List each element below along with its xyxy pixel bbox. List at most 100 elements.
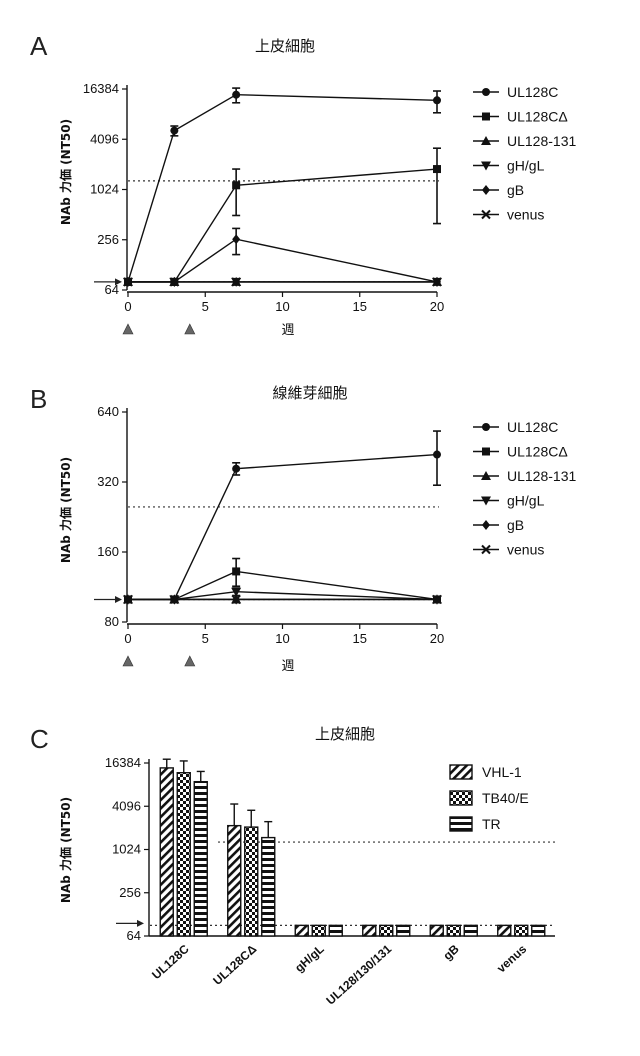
panel-a-title: 上皮細胞 — [255, 37, 315, 55]
bar — [515, 925, 528, 936]
series-x — [124, 595, 441, 603]
legend-label: UL128CΔ — [507, 109, 568, 125]
y-tick-label: 1024 — [112, 842, 141, 857]
data-point — [232, 567, 240, 575]
data-point — [170, 127, 178, 135]
bar — [464, 925, 477, 936]
series-circle — [124, 88, 441, 286]
legend-label: gB — [507, 517, 524, 533]
legend-entry: gH/gL — [473, 158, 545, 174]
panel-b: B 線維芽細胞 NAb 力価 (NT50) 週 6403201608005101… — [30, 384, 576, 674]
panel-b-ylabel: NAb 力価 (NT50) — [58, 457, 73, 563]
data-point — [232, 234, 240, 244]
legend-entry: gB — [473, 517, 524, 533]
y-tick-label: 1024 — [90, 182, 119, 197]
legend-label: UL128CΔ — [507, 444, 568, 460]
bar — [329, 925, 342, 936]
immunization-marker — [123, 324, 133, 334]
immunization-marker — [185, 324, 195, 334]
legend-entry: VHL-1 — [450, 764, 522, 780]
bar — [160, 768, 173, 936]
legend-entry: UL128C — [473, 419, 558, 435]
legend-marker — [482, 423, 490, 431]
panel-a-plot: 16384409610242566405101520 — [83, 81, 444, 334]
y-tick-label: 16384 — [105, 755, 141, 770]
panel-a-ylabel: NAb 力価 (NT50) — [58, 119, 73, 225]
bar — [430, 925, 443, 936]
legend-marker — [482, 520, 490, 530]
legend-entry: UL128CΔ — [473, 444, 568, 460]
category-label: UL128CΔ — [210, 942, 259, 988]
legend-swatch — [450, 791, 472, 805]
bar — [312, 925, 325, 936]
legend-entry: gB — [473, 182, 524, 198]
legend-label: UL128C — [507, 419, 558, 435]
legend-entry: TR — [450, 816, 501, 832]
bar — [363, 925, 376, 936]
legend-entry: gH/gL — [473, 493, 545, 509]
panel-c-title: 上皮細胞 — [315, 725, 375, 743]
legend-label: UL128-131 — [507, 133, 576, 149]
y-tick-label: 256 — [119, 885, 141, 900]
bar — [194, 782, 207, 936]
y-tick-label: 4096 — [90, 131, 119, 146]
x-tick-label: 10 — [275, 631, 289, 646]
panel-b-legend: UL128C UL128CΔ UL128-131 gH/gL gB venus — [473, 419, 576, 558]
panel-a-xlabel: 週 — [281, 323, 294, 338]
x-tick-label: 5 — [202, 299, 209, 314]
legend-label: VHL-1 — [482, 764, 522, 780]
legend-entry: venus — [473, 542, 544, 558]
legend-entry: UL128-131 — [473, 133, 576, 149]
legend-entry: UL128CΔ — [473, 109, 568, 125]
category-label: gH/gL — [292, 942, 327, 975]
data-point — [232, 181, 240, 189]
x-tick-label: 0 — [124, 631, 131, 646]
panel-letter-c: C — [30, 724, 49, 754]
series-line — [128, 95, 437, 282]
panel-b-xlabel: 週 — [281, 659, 294, 674]
data-point — [232, 465, 240, 473]
legend-entry: venus — [473, 207, 544, 223]
category-label: gB — [440, 942, 462, 963]
bar — [532, 925, 545, 936]
legend-swatch — [450, 817, 472, 831]
bar — [228, 826, 241, 936]
legend-label: TR — [482, 816, 501, 832]
bar — [380, 925, 393, 936]
bar — [498, 925, 511, 936]
legend-label: TB40/E — [482, 790, 529, 806]
x-tick-label: 15 — [353, 631, 367, 646]
legend-label: UL128-131 — [507, 468, 576, 484]
x-tick-label: 20 — [430, 299, 444, 314]
series-line — [128, 239, 437, 282]
y-tick-label: 640 — [97, 404, 119, 419]
legend-swatch — [450, 765, 472, 779]
legend-marker — [482, 113, 490, 121]
legend-label: venus — [507, 542, 544, 558]
bar — [177, 773, 190, 936]
panel-letter-b: B — [30, 384, 47, 414]
immunization-marker — [123, 656, 133, 666]
category-label: UL128C — [149, 942, 192, 983]
legend-marker — [482, 88, 490, 96]
y-tick-label: 320 — [97, 474, 119, 489]
baseline-arrow-head — [115, 596, 122, 603]
x-tick-label: 0 — [124, 299, 131, 314]
category-label: UL128/130/131 — [323, 942, 394, 1008]
panel-a-legend: UL128C UL128CΔ UL128-131 gH/gL gB venus — [473, 84, 576, 223]
data-point — [433, 96, 441, 104]
y-tick-label: 80 — [105, 614, 119, 629]
panel-c-ylabel: NAb 力価 (NT50) — [58, 797, 73, 903]
immunization-marker — [185, 656, 195, 666]
bar — [262, 838, 275, 936]
x-tick-label: 15 — [353, 299, 367, 314]
legend-label: gH/gL — [507, 493, 545, 509]
series-x — [124, 278, 441, 286]
x-tick-label: 20 — [430, 631, 444, 646]
legend-label: gH/gL — [507, 158, 545, 174]
y-tick-label: 256 — [97, 232, 119, 247]
legend-label: UL128C — [507, 84, 558, 100]
data-point — [433, 165, 441, 173]
data-point — [433, 451, 441, 459]
